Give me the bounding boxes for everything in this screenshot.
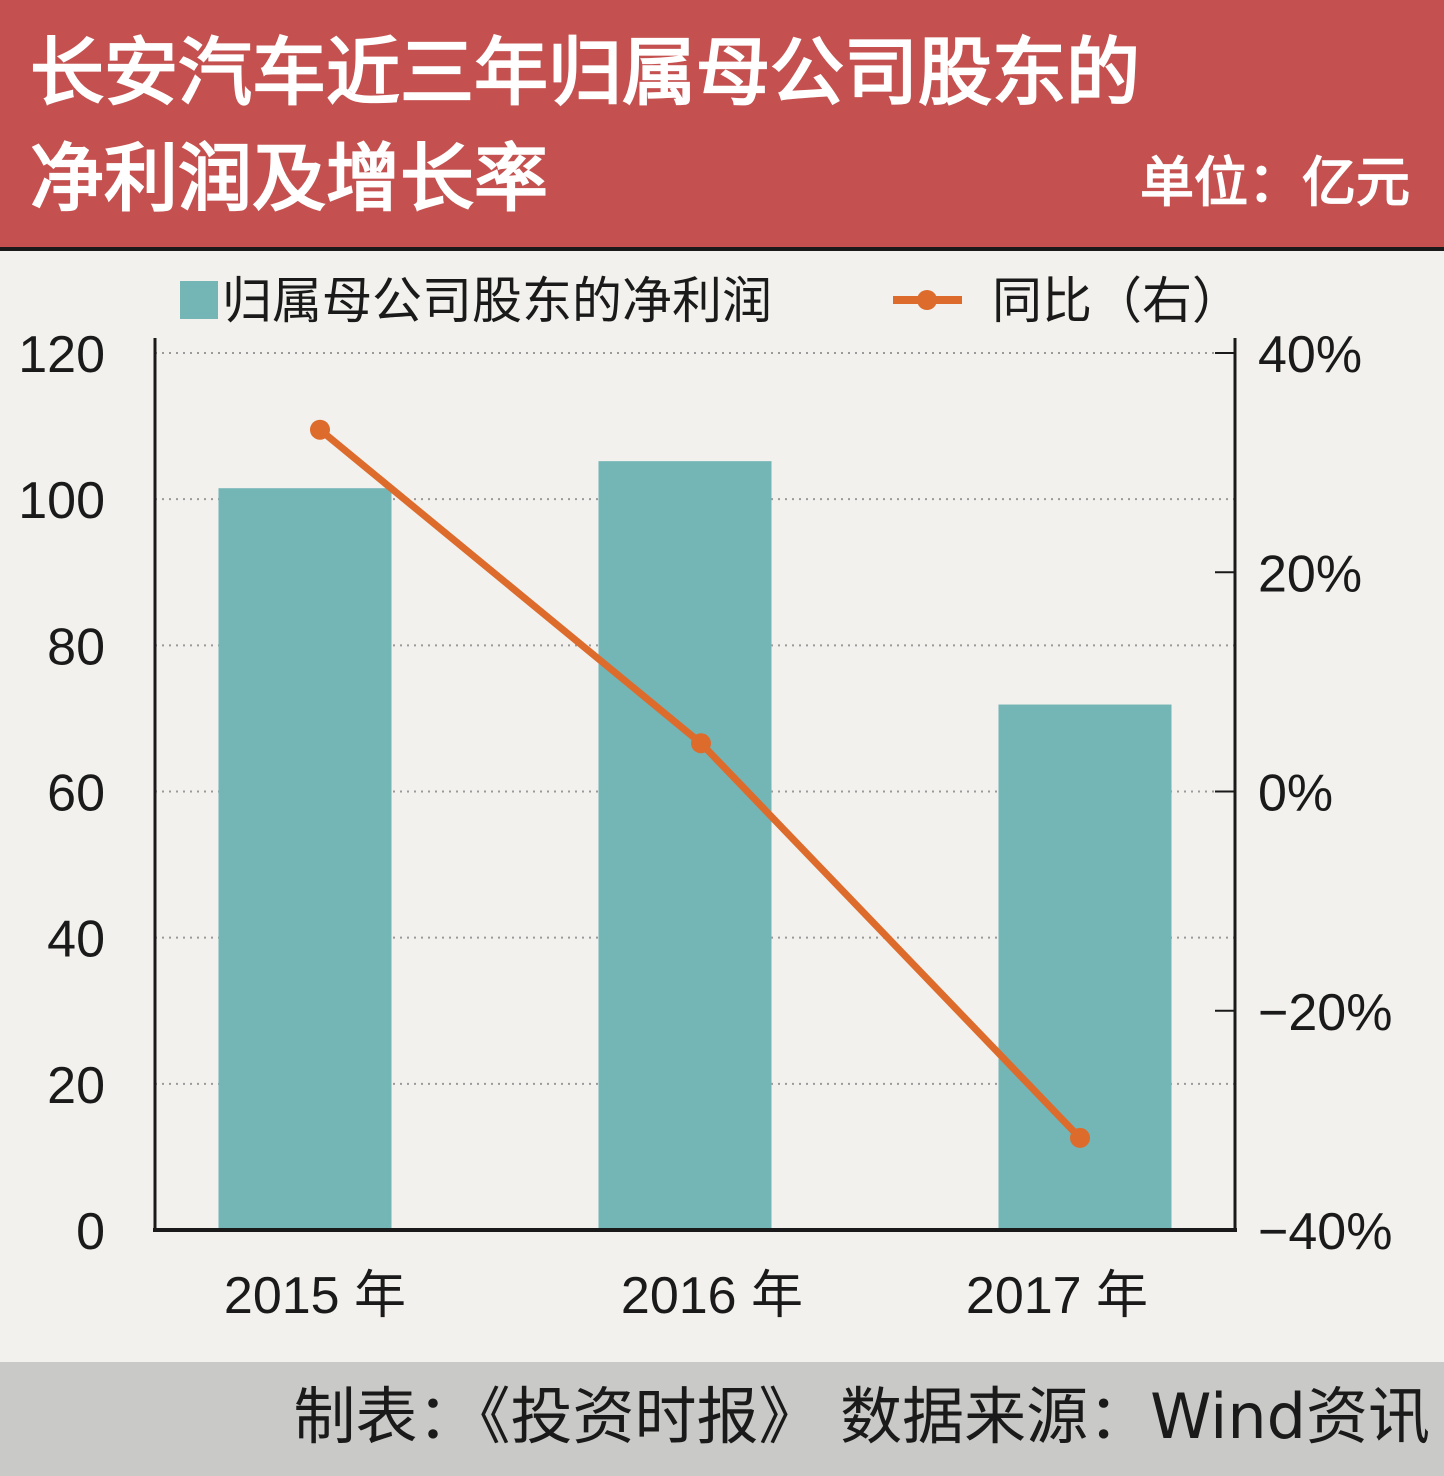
x-axis-ticks: 2015 年 2016 年 2017 年	[224, 1267, 1148, 1325]
legend-line-label: 同比（右）	[992, 272, 1242, 330]
legend-line-marker	[917, 290, 937, 310]
axes	[153, 338, 1237, 1232]
chart-title-line-1: 长安汽车近三年归属母公司股东的	[30, 30, 1140, 116]
chart-title-line-2: 净利润及增长率	[30, 136, 548, 222]
footer-credit: 制表：《投资时报》 数据来源：Wind资讯	[293, 1380, 1430, 1453]
right-tick-label: −20%	[1258, 984, 1392, 1042]
left-tick-label: 20	[47, 1057, 105, 1115]
x-tick-label: 2015 年	[224, 1267, 406, 1325]
right-tick-label: 0%	[1258, 765, 1333, 823]
right-tick-label: 20%	[1258, 545, 1362, 603]
legend-bar-label: 归属母公司股东的净利润	[222, 272, 772, 330]
yoy-point-0	[310, 419, 330, 440]
left-tick-label: 100	[18, 472, 105, 530]
left-tick-label: 60	[47, 765, 105, 823]
x-tick-label: 2017 年	[966, 1267, 1148, 1325]
bar-2	[998, 704, 1172, 1230]
bar-series	[218, 461, 1172, 1230]
right-axis-ticks: −40% −20% 0% 20% 40%	[1215, 326, 1392, 1261]
bar-1	[598, 461, 772, 1230]
yoy-point-1	[691, 733, 711, 754]
right-tick-label: −40%	[1258, 1203, 1392, 1261]
legend-bar-swatch	[180, 281, 218, 319]
chart-header: 长安汽车近三年归属母公司股东的 净利润及增长率 单位：亿元	[0, 0, 1444, 251]
left-tick-label: 40	[47, 911, 105, 969]
left-axis-ticks: 0 20 40 60 80 100 120	[18, 326, 105, 1261]
legend: 归属母公司股东的净利润 同比（右）	[180, 272, 1242, 330]
x-tick-label: 2016 年	[621, 1267, 803, 1325]
line-series	[310, 419, 1090, 1148]
left-tick-label: 0	[76, 1203, 105, 1261]
right-tick-label: 40%	[1258, 326, 1362, 384]
unit-label: 单位：亿元	[1140, 151, 1410, 214]
left-tick-label: 120	[18, 326, 105, 384]
left-tick-label: 80	[47, 618, 105, 676]
footer: 制表：《投资时报》 数据来源：Wind资讯	[0, 1362, 1444, 1476]
bar-0	[218, 488, 392, 1230]
yoy-point-2	[1070, 1127, 1090, 1148]
